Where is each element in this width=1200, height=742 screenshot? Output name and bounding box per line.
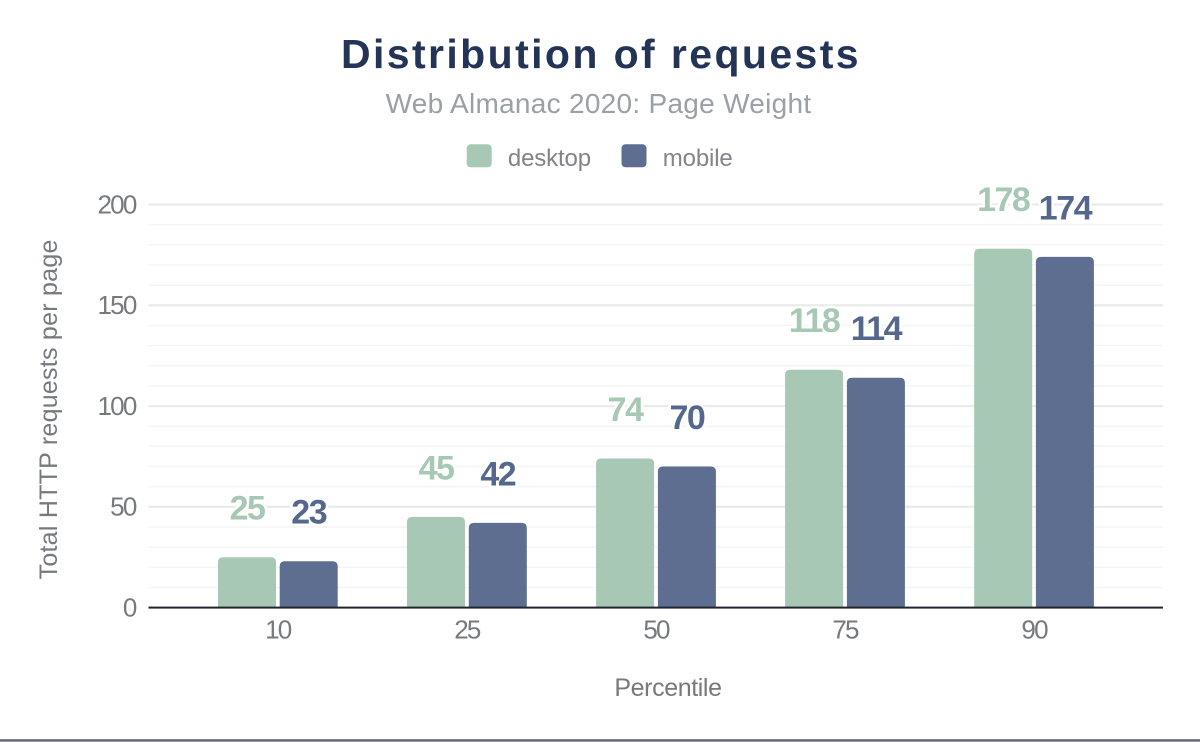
svg-text:200: 200 [98,189,137,219]
svg-text:Total HTTP requests per page: Total HTTP requests per page [35,239,63,579]
svg-text:100: 100 [98,391,137,421]
svg-text:178: 178 [977,181,1030,219]
svg-text:25: 25 [230,490,265,528]
svg-text:mobile: mobile [663,145,733,172]
svg-text:70: 70 [669,399,704,437]
svg-text:desktop: desktop [508,145,591,172]
svg-text:25: 25 [454,615,481,645]
svg-text:Distribution of requests: Distribution of requests [341,31,861,77]
svg-text:50: 50 [110,492,137,522]
svg-text:45: 45 [419,449,454,487]
svg-text:0: 0 [123,592,137,622]
svg-text:Percentile: Percentile [614,674,721,702]
svg-text:150: 150 [98,290,137,320]
svg-text:23: 23 [291,494,326,532]
svg-text:42: 42 [480,455,515,493]
svg-text:118: 118 [789,302,840,340]
svg-text:50: 50 [643,615,670,645]
svg-text:90: 90 [1021,615,1048,645]
svg-text:174: 174 [1039,189,1093,227]
svg-text:Web Almanac 2020: Page Weight: Web Almanac 2020: Page Weight [386,88,812,119]
svg-text:75: 75 [832,615,859,645]
svg-text:114: 114 [851,310,903,348]
svg-text:74: 74 [608,391,644,429]
svg-text:10: 10 [265,615,292,645]
